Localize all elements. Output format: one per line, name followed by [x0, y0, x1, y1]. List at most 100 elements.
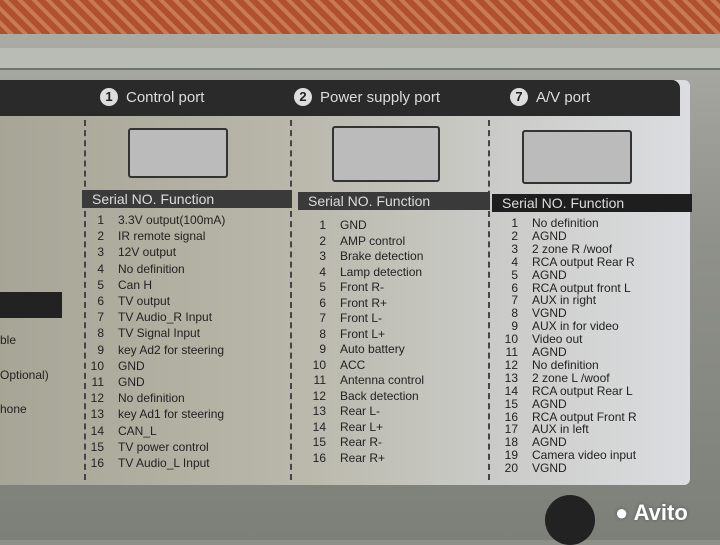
pin-function: Rear L+ [340, 419, 384, 434]
pin-row: 3 12V output [74, 245, 176, 259]
pin-function: Rear R+ [340, 450, 386, 465]
pin-function: TV Audio_L Input [118, 456, 210, 470]
pin-function: RCA output Rear L [532, 383, 633, 398]
pin-number: 3 [319, 249, 326, 263]
pin-function: RCA output Rear R [532, 254, 635, 269]
pin-row: 6 Front R+ [296, 296, 387, 310]
pin-row: 11 GND [74, 375, 145, 389]
pin-number: 7 [511, 293, 518, 308]
pin-function: GND [118, 358, 145, 373]
pin-function: GND [340, 218, 367, 232]
pin-number: 15 [312, 435, 326, 449]
pin-row: 19 Camera video input [488, 448, 636, 462]
pin-row: 7 Front L- [296, 311, 382, 325]
pin-row: 14 CAN_L [74, 424, 157, 438]
pin-function: Front L- [340, 311, 383, 325]
pin-number: 8 [97, 326, 104, 341]
pin-row: 20 VGND [488, 461, 567, 475]
pin-function: AUX in for video [532, 319, 619, 334]
pin-number: 16 [90, 456, 104, 470]
cut-off-text: ble [0, 333, 17, 347]
pin-number: 17 [504, 422, 518, 437]
divider [290, 120, 292, 480]
pin-row: 17 AUX in left [488, 422, 589, 436]
pin-number: 18 [504, 435, 518, 450]
pin-function: AGND [532, 267, 567, 282]
pin-function: key Ad2 for steering [118, 342, 225, 357]
pin-number: 6 [319, 295, 326, 310]
pin-number: 14 [312, 419, 326, 434]
pin-function: Brake detection [340, 249, 424, 263]
background-fabric [0, 0, 720, 34]
pin-number: 6 [97, 294, 104, 308]
pin-row: 15 AGND [488, 397, 567, 411]
pin-row: 12 No definition [74, 391, 185, 405]
column-header: Serial NO. Function [298, 192, 490, 210]
pin-function: 2 zone R /woof [532, 241, 613, 256]
pin-function: AGND [532, 396, 567, 411]
pin-number: 12 [90, 391, 104, 406]
pin-row: 2 IR remote signal [74, 229, 205, 243]
pin-function: AGND [532, 228, 567, 243]
pin-number: 13 [504, 370, 518, 385]
pin-number: 4 [319, 264, 326, 279]
pin-function: CAN_L [118, 423, 157, 438]
pin-row: 16 Rear R+ [296, 451, 385, 465]
pin-row: 3 Brake detection [296, 249, 423, 263]
pin-row: 1 3.3V output(100mA) [74, 213, 225, 227]
pin-function: AUX in left [532, 422, 589, 437]
pin-row: 8 TV Signal Input [74, 326, 200, 340]
pin-row: 5 AGND [488, 267, 567, 282]
cut-off-text: hone [0, 402, 27, 416]
avito-watermark: ● Avito [615, 500, 688, 525]
pin-row: 5 Front R- [296, 280, 384, 294]
port-title-power: 2 Power supply port [294, 88, 440, 106]
pin-number: 2 [97, 229, 104, 244]
port-title: Control port [126, 88, 205, 106]
pin-function: Camera video input [532, 448, 637, 463]
pin-number: 6 [511, 280, 518, 295]
divider [84, 120, 86, 480]
pin-function: TV power control [118, 439, 209, 454]
pin-row: 8 Front L+ [296, 327, 385, 341]
pin-function: RCA output front L [532, 280, 631, 295]
pin-number: 13 [312, 404, 326, 418]
pin-number: 11 [505, 345, 518, 359]
pin-row: 11 Antenna control [296, 373, 425, 387]
pin-row: 13 2 zone L /woof [488, 371, 610, 385]
pin-row: 4 No definition [74, 262, 184, 276]
connector-diagram-control [128, 128, 228, 178]
pin-number: 4 [511, 254, 518, 269]
pin-row: 10 ACC [296, 358, 366, 372]
pin-number: 9 [511, 319, 518, 334]
connector-diagram-av [522, 130, 632, 184]
pin-row: 5 Can H [74, 278, 152, 292]
pin-number: 2 [511, 228, 518, 243]
pin-number: 20 [504, 461, 518, 476]
pin-function: key Ad1 for steering [118, 407, 225, 422]
pin-number: 1 [511, 216, 518, 230]
pin-row: 6 RCA output front L [488, 280, 631, 295]
pin-function: Front R- [340, 280, 385, 294]
pin-row: 4 RCA output Rear R [488, 254, 635, 269]
hole [545, 495, 595, 545]
pin-row: 2 AGND [488, 228, 567, 243]
pin-function: 12V output [118, 245, 177, 260]
pin-row: 14 Rear L+ [296, 420, 383, 434]
pin-row: 14 RCA output Rear L [488, 384, 633, 398]
pin-number: 9 [97, 342, 104, 357]
pin-function: Can H [118, 277, 153, 292]
port-title: Power supply port [320, 88, 441, 106]
pin-function: AUX in right [532, 293, 597, 308]
pin-row: 15 TV power control [74, 440, 209, 454]
pin-number: 9 [319, 342, 326, 356]
pin-function: AMP control [340, 233, 406, 248]
pin-row: 6 TV output [74, 294, 170, 308]
metal-rail [0, 48, 720, 70]
pin-number: 3 [97, 245, 104, 260]
pin-number: 14 [90, 423, 104, 438]
pin-row: 9 Auto battery [296, 342, 404, 356]
cut-off-text: Optional) [0, 368, 49, 382]
pin-number: 15 [504, 396, 518, 411]
port-title-av: 7 A/V port [510, 88, 590, 106]
